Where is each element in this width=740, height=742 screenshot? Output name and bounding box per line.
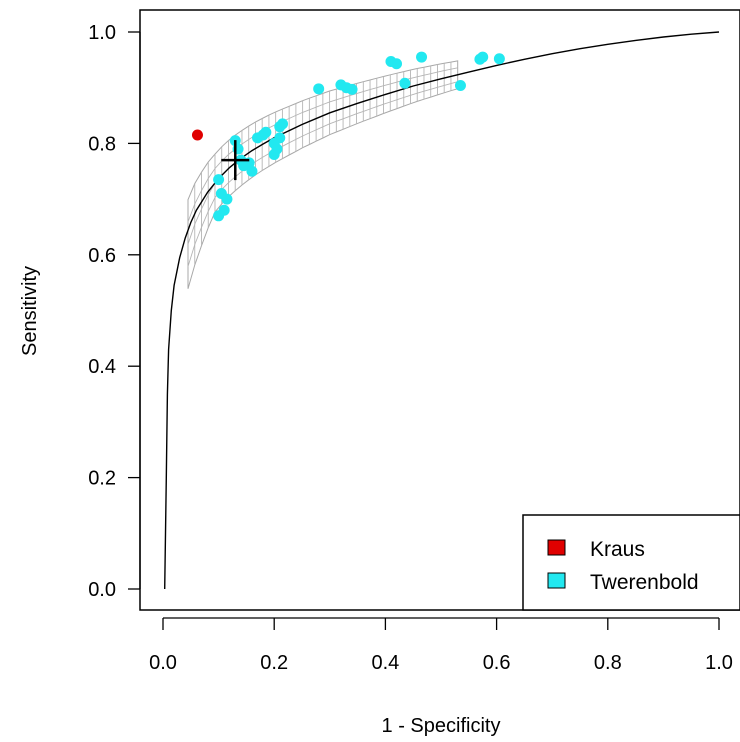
study-point-twerenbold bbox=[274, 132, 286, 144]
study-point-twerenbold bbox=[260, 126, 272, 138]
y-tick-label: 0.2 bbox=[88, 468, 116, 490]
confidence-mesh-line bbox=[187, 81, 458, 267]
y-axis: 0.0 0.2 0.4 0.6 0.8 1.0 bbox=[88, 22, 141, 601]
study-point-twerenbold bbox=[313, 83, 325, 95]
study-point-twerenbold bbox=[277, 118, 289, 130]
y-tick-label: 0.4 bbox=[88, 356, 116, 378]
x-tick-label: 0.2 bbox=[260, 652, 288, 674]
x-tick-label: 0.0 bbox=[149, 652, 177, 674]
y-tick-label: 0.6 bbox=[88, 245, 116, 267]
study-point-twerenbold bbox=[213, 210, 225, 222]
legend: Kraus Twerenbold bbox=[522, 514, 740, 611]
legend-swatch-twerenbold bbox=[547, 572, 566, 589]
summary-estimate bbox=[221, 140, 250, 181]
study-point-twerenbold bbox=[416, 51, 428, 63]
x-tick-label: 0.8 bbox=[594, 652, 622, 674]
y-axis-title: Sensitivity bbox=[19, 266, 41, 356]
x-tick-label: 0.6 bbox=[483, 652, 511, 674]
x-axis: 0.0 0.2 0.4 0.6 0.8 1.0 bbox=[149, 617, 733, 674]
study-point-twerenbold bbox=[454, 79, 466, 91]
study-points bbox=[191, 51, 505, 222]
legend-label-kraus: Kraus bbox=[590, 538, 645, 561]
study-point-twerenbold bbox=[477, 51, 489, 63]
y-tick-label: 1.0 bbox=[88, 22, 116, 44]
x-tick-label: 1.0 bbox=[705, 652, 733, 674]
confidence-region bbox=[187, 60, 459, 289]
sroc-curve-layer bbox=[164, 31, 720, 590]
study-point-twerenbold bbox=[391, 58, 403, 70]
legend-swatch-kraus bbox=[547, 539, 566, 556]
study-point-twerenbold bbox=[213, 174, 225, 186]
study-point-twerenbold bbox=[221, 193, 233, 205]
study-point-twerenbold bbox=[346, 83, 358, 95]
study-point-twerenbold bbox=[493, 53, 505, 65]
study-point-twerenbold bbox=[271, 143, 283, 155]
sroc-curve bbox=[164, 31, 720, 590]
study-point-kraus bbox=[191, 129, 203, 141]
study-point-twerenbold bbox=[246, 165, 258, 177]
legend-box bbox=[522, 514, 740, 611]
study-point-twerenbold bbox=[399, 77, 411, 89]
legend-label-twerenbold: Twerenbold bbox=[590, 571, 699, 594]
x-axis-title: 1 - Specificity bbox=[382, 715, 501, 737]
y-tick-label: 0.8 bbox=[88, 133, 116, 155]
x-tick-label: 0.4 bbox=[371, 652, 399, 674]
y-tick-label: 0.0 bbox=[88, 579, 116, 601]
